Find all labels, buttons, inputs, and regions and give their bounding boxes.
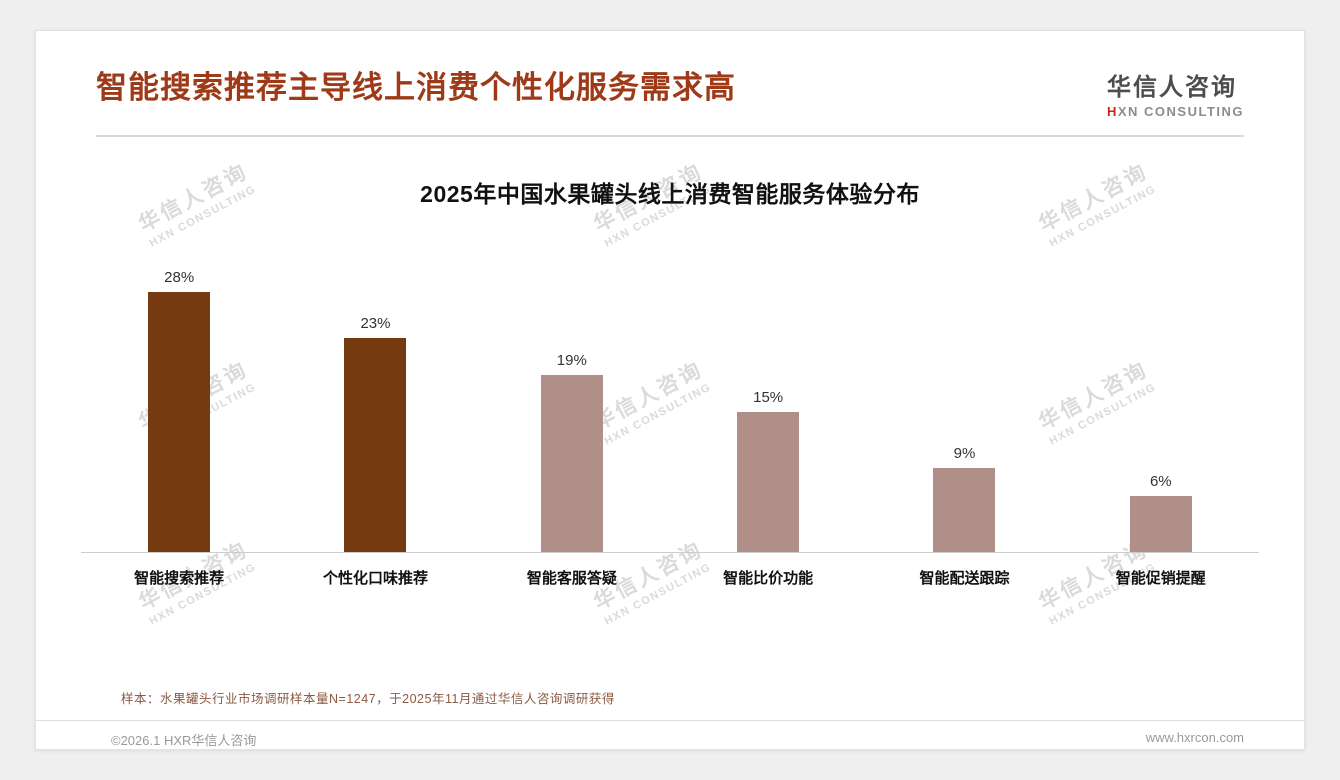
slide-card: 华信人咨询 HXN CONSULTING 华信人咨询 HXN CONSULTING 华信… [35,30,1305,750]
logo-en-text: HXN CONSULTING [1107,104,1244,119]
bar-value-label: 19% [556,352,587,369]
bar-value-label: 23% [360,315,391,332]
category-label: 智能搜索推荐 [134,570,225,587]
bar-column: 28% [81,269,277,552]
bar-chart: 2025年中国水果罐头线上消费智能服务体验分布 28% 23% 19% 15% 9% 6%… [81,175,1259,588]
category-label: 智能客服答疑 [526,570,617,587]
category-label: 智能配送跟踪 [919,570,1010,587]
bar-value-label: 15% [753,389,784,406]
bar-column: 15% [670,389,866,552]
logo-en-rest: XN CONSULTING [1117,104,1244,119]
bar-column: 6% [1063,473,1259,552]
bar-value-label: 6% [1149,473,1172,490]
footer-divider [36,720,1304,721]
page-title: 智能搜索推荐主导线上消费个性化服务需求高 [96,70,736,105]
x-axis-labels: 智能搜索推荐 个性化口味推荐 智能客服答疑 智能比价功能 智能配送跟踪 智能促销提醒 [81,552,1259,588]
logo-h-mark: H [1106,104,1118,119]
bar-column: 9% [866,445,1062,552]
slide-content: 智能搜索推荐主导线上消费个性化服务需求高 华信人咨询 HXN CONSULTIN… [36,70,1304,749]
category-label: 智能比价功能 [723,570,814,587]
category-label: 个性化口味推荐 [322,570,428,587]
bar [148,292,211,552]
copyright-text: ©2026.1 HXR华信人咨询 [111,733,257,748]
bar [933,468,996,552]
bar [737,412,800,552]
logo-cn-text: 华信人咨询 [1106,74,1237,101]
plot-area: 28% 23% 19% 15% 9% 6% [81,219,1259,552]
header: 智能搜索推荐主导线上消费个性化服务需求高 华信人咨询 HXN CONSULTIN… [96,70,1244,137]
category-label: 智能促销提醒 [1115,570,1206,587]
bar-value-label: 28% [164,269,195,286]
bar-column: 23% [277,315,473,552]
bar-column: 19% [474,352,670,552]
bar [540,375,603,552]
bar-value-label: 9% [953,445,976,462]
bar [344,338,407,552]
sample-note: 样本：水果罐头行业市场调研样本量N=1247，于2025年11月通过华信人咨询调… [121,692,615,706]
chart-title: 2025年中国水果罐头线上消费智能服务体验分布 [420,181,920,207]
website-text: www.hxrcon.com [1145,730,1244,745]
footer: ©2026.1 HXR华信人咨询 www.hxrcon.com [36,721,1304,749]
bar [1129,496,1192,552]
logo: 华信人咨询 HXN CONSULTING [1107,67,1244,119]
